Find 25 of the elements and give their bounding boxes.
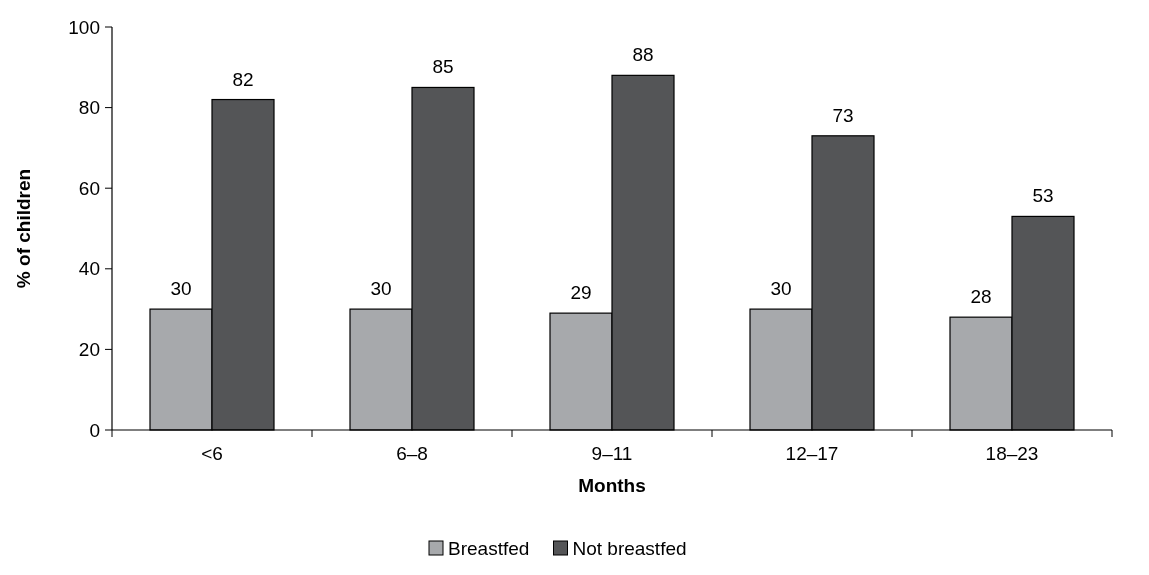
x-tick-label: 9–11: [591, 443, 633, 464]
y-tick-label: 60: [78, 177, 100, 199]
data-label: 28: [970, 286, 992, 308]
data-label: 85: [432, 56, 454, 78]
y-tick-label: 100: [68, 16, 100, 38]
x-tick-label: 18–23: [985, 443, 1039, 464]
x-axis-title: Months: [578, 475, 646, 496]
data-label: 53: [1032, 185, 1054, 207]
data-label: 88: [632, 44, 654, 66]
legend-label: Breastfed: [448, 537, 530, 559]
data-label: 30: [370, 278, 392, 300]
y-tick-label: 0: [89, 419, 100, 441]
y-tick-label: 20: [78, 339, 100, 361]
legend-label: Not breastfed: [572, 537, 687, 559]
x-tick-label: <6: [201, 443, 223, 464]
x-tick-label: 6–8: [396, 443, 428, 464]
x-tick-label: 12–17: [785, 443, 839, 464]
data-label: 30: [170, 278, 192, 300]
data-label: 29: [570, 282, 592, 304]
data-label: 30: [770, 278, 792, 300]
y-tick-label: 80: [78, 97, 100, 119]
y-axis-title: % of children: [13, 168, 34, 289]
y-tick-label: 40: [78, 258, 100, 280]
data-label: 73: [832, 104, 854, 126]
data-label: 82: [232, 68, 254, 90]
